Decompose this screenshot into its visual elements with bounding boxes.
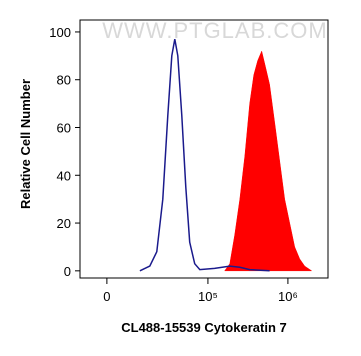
y-tick-label: 80 (57, 73, 71, 88)
x-tick-label: 10⁵ (198, 289, 218, 304)
watermark: WWW.PTGLAB.COM (102, 18, 327, 43)
y-tick-label: 100 (49, 25, 71, 40)
x-tick-label: 0 (103, 289, 110, 304)
y-tick-label: 0 (64, 264, 71, 279)
x-tick-label: 10⁶ (278, 289, 298, 304)
y-axis-label: Relative Cell Number (18, 79, 33, 209)
histogram-line (139, 38, 270, 272)
plot-frame (79, 19, 329, 279)
y-tick-label: 20 (57, 216, 71, 231)
y-tick-label: 60 (57, 121, 71, 136)
x-axis-label: CL488-15539 Cytokeratin 7 (121, 320, 286, 335)
histogram-area (224, 50, 312, 272)
y-tick-label: 40 (57, 168, 71, 183)
